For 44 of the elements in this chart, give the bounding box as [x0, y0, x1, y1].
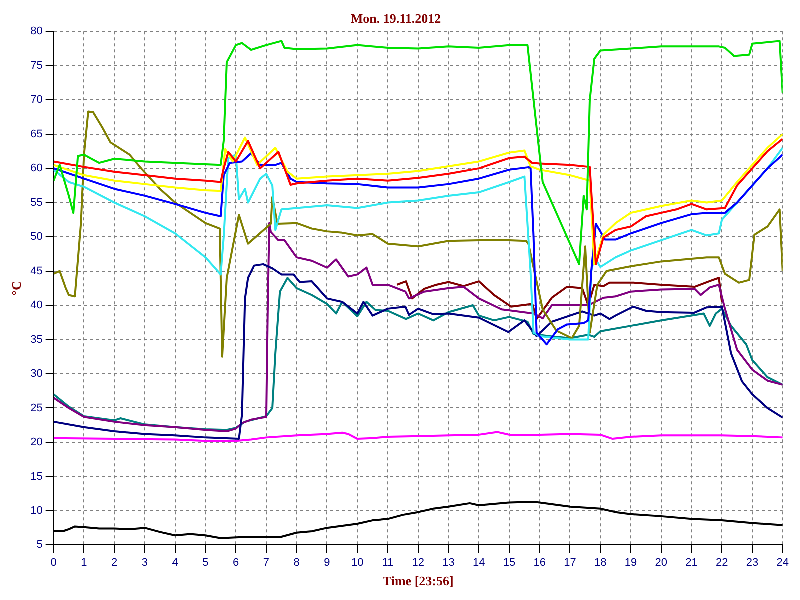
x-tick-label: 11 [382, 556, 394, 569]
x-tick-label: 17 [564, 556, 576, 569]
x-axis-title: Time [23:56] [382, 574, 454, 589]
x-tick-label: 1 [81, 556, 88, 569]
y-tick-label: 20 [30, 436, 43, 449]
y-tick-label: 70 [30, 94, 43, 106]
y-tick-label: 65 [30, 128, 43, 140]
x-tick-label: 20 [655, 556, 668, 569]
x-tick-label: 5 [202, 556, 209, 569]
y-tick-label: 15 [30, 470, 43, 483]
y-tick-label: 60 [30, 162, 43, 175]
x-tick-label: 7 [263, 556, 270, 569]
x-tick-label: 9 [324, 556, 330, 569]
y-axis-title: °C [9, 281, 24, 296]
chart-title: Mon. 19.11.2012 [350, 11, 442, 26]
x-tick-label: 22 [716, 556, 728, 569]
x-tick-label: 10 [351, 556, 364, 569]
y-tick-label: 50 [30, 231, 43, 244]
y-tick-label: 40 [30, 300, 43, 312]
y-tick-label: 80 [30, 26, 43, 38]
x-tick-label: 15 [503, 556, 516, 569]
x-tick-label: 3 [142, 556, 148, 569]
y-tick-label: 35 [30, 334, 43, 346]
x-tick-label: 18 [594, 556, 607, 569]
x-tick-label: 24 [776, 556, 790, 569]
x-tick-label: 12 [412, 556, 424, 569]
x-tick-label: 16 [534, 556, 546, 569]
y-tick-label: 75 [30, 60, 43, 72]
x-tick-label: 21 [686, 556, 698, 569]
x-tick-label: 19 [624, 556, 638, 569]
y-tick-label: 25 [30, 402, 43, 414]
x-tick-label: 6 [233, 556, 240, 569]
y-tick-label: 10 [30, 504, 43, 517]
x-tick-label: 8 [294, 556, 300, 569]
x-tick-label: 13 [442, 556, 455, 569]
x-tick-label: 14 [472, 556, 486, 569]
y-tick-label: 45 [30, 265, 43, 278]
x-tick-label: 2 [112, 556, 118, 569]
y-tick-label: 55 [30, 196, 43, 209]
y-tick-label: 30 [30, 368, 43, 380]
x-tick-label: 4 [172, 556, 178, 569]
x-tick-label: 0 [50, 556, 57, 569]
y-tick-label: 5 [36, 539, 43, 552]
x-tick-label: 23 [746, 556, 759, 569]
